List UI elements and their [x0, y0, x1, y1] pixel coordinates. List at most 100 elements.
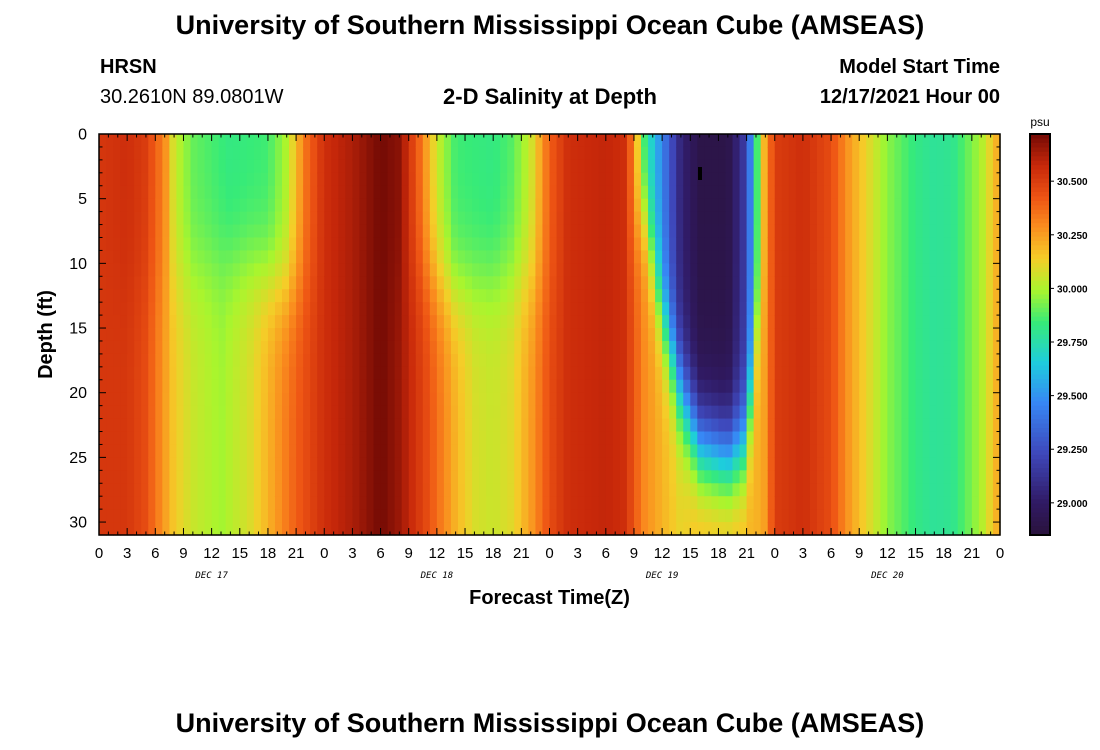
heatmap-cell [626, 211, 635, 226]
heatmap-cell [127, 211, 135, 226]
heatmap-cell [852, 237, 860, 252]
heatmap-cell [633, 159, 642, 174]
heatmap-cell [507, 185, 515, 200]
axis-labels: 0 3 6 9 12 15 18 21 0 3 6 9 12 15 18 21 0 3 6 9 12 15 18 21 0 3 6 9… [35, 127, 1004, 610]
heatmap-cell [859, 134, 867, 148]
heatmap-cell [577, 172, 586, 187]
heatmap-cell [465, 418, 473, 433]
heatmap-cell [345, 444, 354, 458]
heatmap-cell [802, 405, 811, 420]
heatmap-cell [422, 289, 431, 303]
heatmap-cell [373, 315, 382, 329]
heatmap-cell [605, 237, 614, 252]
heatmap-cell [774, 315, 783, 329]
heatmap-cell [225, 159, 234, 174]
heatmap-cell [514, 366, 522, 381]
heatmap-cell [352, 211, 361, 226]
heatmap-cell [211, 237, 220, 252]
heatmap-cell [598, 172, 607, 187]
heatmap-cell [626, 509, 635, 523]
heatmap-cell [113, 340, 121, 355]
heatmap-cell [950, 146, 959, 161]
day-label: DEC 19 [645, 571, 679, 581]
heatmap-cell [99, 470, 107, 484]
heatmap-cell [465, 211, 473, 226]
heatmap-cell [218, 224, 227, 239]
heatmap-cell [683, 185, 691, 200]
heatmap-cell [345, 328, 354, 342]
heatmap-cell [936, 224, 945, 239]
heatmap-cell [894, 198, 903, 213]
heatmap-cell [260, 276, 269, 290]
heatmap-cell [289, 522, 297, 536]
heatmap-cell [838, 509, 846, 523]
heatmap-cell [915, 315, 924, 329]
heatmap-cell [134, 496, 142, 510]
heatmap-cell [950, 289, 959, 303]
heatmap-cell [218, 276, 227, 290]
heatmap-cell [619, 418, 628, 433]
heatmap-cell [767, 392, 776, 407]
heatmap-cell [303, 198, 311, 213]
heatmap-cell [331, 457, 339, 471]
heatmap-cell [584, 366, 593, 381]
heatmap-cell [795, 224, 804, 239]
heatmap-cell [218, 509, 227, 523]
heatmap-cell [845, 353, 853, 368]
heatmap-cell [296, 159, 304, 174]
heatmap-cell [134, 263, 142, 277]
heatmap-cell [605, 185, 614, 200]
heatmap-cell [753, 405, 762, 420]
heatmap-cell [859, 146, 867, 161]
heatmap-cell [880, 379, 888, 394]
heatmap-cell [760, 431, 769, 446]
heatmap-cell [134, 172, 142, 187]
heatmap-cell [493, 405, 501, 420]
heatmap-cell [373, 224, 382, 239]
heatmap-cell [535, 366, 544, 381]
heatmap-cell [936, 483, 945, 497]
heatmap-cell [514, 431, 522, 446]
heatmap-cell [246, 315, 255, 329]
heatmap-cell [753, 211, 762, 226]
heatmap-cell [781, 211, 790, 226]
heatmap-cell [486, 315, 494, 329]
heatmap-cell [950, 431, 959, 446]
heatmap-cell [922, 418, 931, 433]
heatmap-cell [873, 263, 881, 277]
heatmap-cell [683, 289, 691, 303]
heatmap-cell [676, 366, 684, 381]
heatmap-cell [190, 159, 199, 174]
heatmap-cell [394, 302, 403, 316]
heatmap-cell [845, 134, 853, 148]
heatmap-cell [626, 431, 635, 446]
heatmap-cell [718, 198, 727, 213]
heatmap-cell [690, 224, 698, 239]
heatmap-cell [169, 289, 178, 303]
heatmap-cell [676, 224, 684, 239]
heatmap-cell [380, 198, 389, 213]
heatmap-cell [155, 340, 163, 355]
heatmap-cell [781, 302, 790, 316]
heatmap-cell [535, 159, 544, 174]
heatmap-cell [626, 496, 635, 510]
heatmap-cell [352, 431, 361, 446]
heatmap-cell [443, 159, 452, 174]
x-tick-label: 15 [231, 545, 248, 562]
heatmap-cell [648, 431, 656, 446]
heatmap-cell [317, 457, 325, 471]
heatmap-cell [633, 276, 642, 290]
heatmap-cell [577, 146, 586, 161]
heatmap-cell [845, 522, 853, 536]
colorbar-swatch [1030, 307, 1050, 313]
heatmap-cell [507, 496, 515, 510]
heatmap-cell [584, 353, 593, 368]
heatmap-cell [929, 470, 938, 484]
heatmap-cell [183, 418, 192, 433]
heatmap-cell [711, 418, 720, 433]
heatmap-cell [331, 263, 339, 277]
heatmap-cell [845, 457, 853, 471]
heatmap-cell [359, 198, 368, 213]
heatmap-cell [591, 444, 600, 458]
heatmap-cell [852, 250, 860, 264]
